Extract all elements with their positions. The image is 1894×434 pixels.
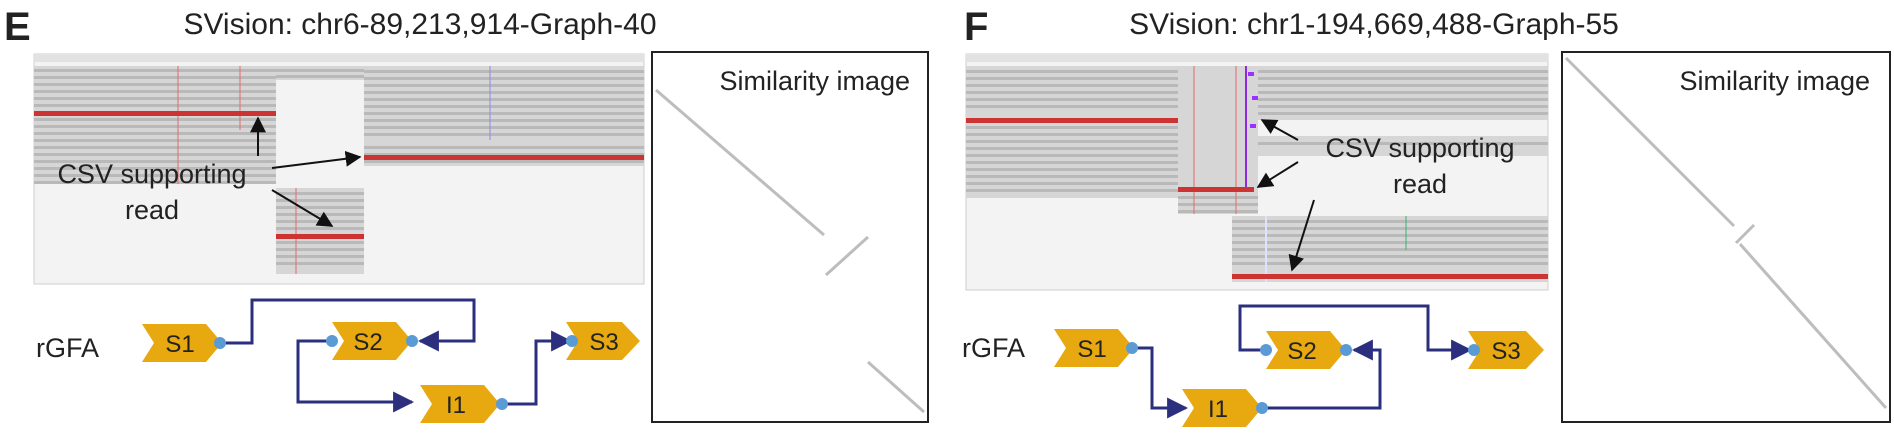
- graph-node-i1: I1: [1182, 389, 1268, 427]
- graph-edge: [1132, 346, 1189, 419]
- supporting-read: [1178, 187, 1254, 192]
- diagonal-segment: [1738, 243, 1888, 409]
- read-alignment-view: [33, 53, 645, 285]
- svg-text:S2: S2: [1287, 338, 1316, 365]
- svg-text:S2: S2: [353, 329, 382, 356]
- port-dot: [496, 398, 508, 410]
- annotation-arrow: [271, 189, 334, 227]
- graph-edge: [1238, 304, 1473, 361]
- graph-node-s2: S2: [1260, 331, 1352, 369]
- similarity-label: Similarity image: [1679, 66, 1870, 96]
- graph-edge: [1262, 339, 1382, 410]
- diagonal-segment: [655, 88, 825, 237]
- panel-e: E SVision: chr6-89,213,914-Graph-40: [4, 5, 929, 423]
- diagonal-segment: [867, 360, 925, 414]
- supporting-read: [34, 111, 276, 116]
- supporting-read: [966, 118, 1258, 123]
- rgfa-label: rGFA: [962, 333, 1025, 363]
- panel-f: F SVision: chr1-194,669,488-Graph-55: [962, 5, 1891, 427]
- port-dot: [1468, 344, 1480, 356]
- panel-title: SVision: chr1-194,669,488-Graph-55: [1129, 8, 1619, 41]
- annotation-arrow: [1260, 119, 1299, 141]
- read-block-middle: [1258, 66, 1548, 156]
- annotation-line-2: read: [1393, 169, 1447, 199]
- similarity-label: Similarity image: [719, 66, 910, 96]
- graph-edge: [504, 330, 573, 406]
- graph-node-s1: S1: [1054, 329, 1138, 367]
- svg-text:I1: I1: [1208, 396, 1228, 423]
- read-block-bottom: [1232, 216, 1548, 282]
- graph-node-s3: S3: [1468, 331, 1544, 369]
- port-dot: [214, 337, 226, 349]
- panel-letter: F: [964, 5, 988, 49]
- svg-text:S3: S3: [589, 329, 618, 356]
- svg-text:I1: I1: [446, 392, 466, 419]
- supporting-read: [1232, 274, 1548, 279]
- rgfa-label: rGFA: [36, 333, 99, 363]
- port-dot: [1256, 402, 1268, 414]
- csv-annotation: CSV supporting read: [57, 116, 362, 227]
- supporting-read: [276, 234, 364, 239]
- graph-node-s3: S3: [566, 322, 640, 360]
- diagonal-segment: [1564, 56, 1736, 228]
- annotation-line-2: read: [125, 195, 179, 225]
- graph-node-i1: I1: [420, 385, 508, 423]
- read-block-left: [34, 66, 276, 184]
- similarity-image: Similarity image: [1561, 51, 1891, 423]
- port-dot: [1126, 342, 1138, 354]
- panel-letter: E: [4, 5, 31, 49]
- port-dot: [406, 335, 418, 347]
- graph-node-s1: S1: [142, 324, 226, 362]
- read-block-middle-top: [276, 66, 364, 80]
- annotation-line-1: CSV supporting: [57, 159, 246, 189]
- annotation-arrow: [1288, 199, 1315, 272]
- rgfa-graph: rGFA S1 S2 I1: [36, 298, 640, 423]
- annotation-arrow: [271, 150, 362, 169]
- read-block-breakpoint: [1178, 66, 1276, 214]
- graph-node-s2: S2: [326, 322, 418, 360]
- annotation-line-1: CSV supporting: [1325, 133, 1514, 163]
- graph-edge: [220, 298, 476, 352]
- diagonal-segment: [824, 235, 870, 277]
- port-dot: [566, 335, 578, 347]
- port-dot: [1260, 344, 1272, 356]
- annotation-arrow: [1256, 161, 1299, 188]
- similarity-image: Similarity image: [651, 51, 929, 423]
- read-alignment-view: [965, 53, 1549, 291]
- supporting-read: [364, 155, 644, 160]
- svg-text:S1: S1: [165, 331, 194, 358]
- rgfa-graph: rGFA S1 S2 I1: [962, 304, 1544, 427]
- csv-annotation: CSV supporting read: [1256, 119, 1515, 272]
- panel-title: SVision: chr6-89,213,914-Graph-40: [183, 8, 656, 41]
- diagonal-segment: [1734, 223, 1756, 245]
- read-block-right: [364, 66, 644, 166]
- svg-text:S3: S3: [1491, 338, 1520, 365]
- svg-text:S1: S1: [1077, 336, 1106, 363]
- port-dot: [1340, 344, 1352, 356]
- port-dot: [326, 335, 338, 347]
- graph-edge: [296, 339, 415, 413]
